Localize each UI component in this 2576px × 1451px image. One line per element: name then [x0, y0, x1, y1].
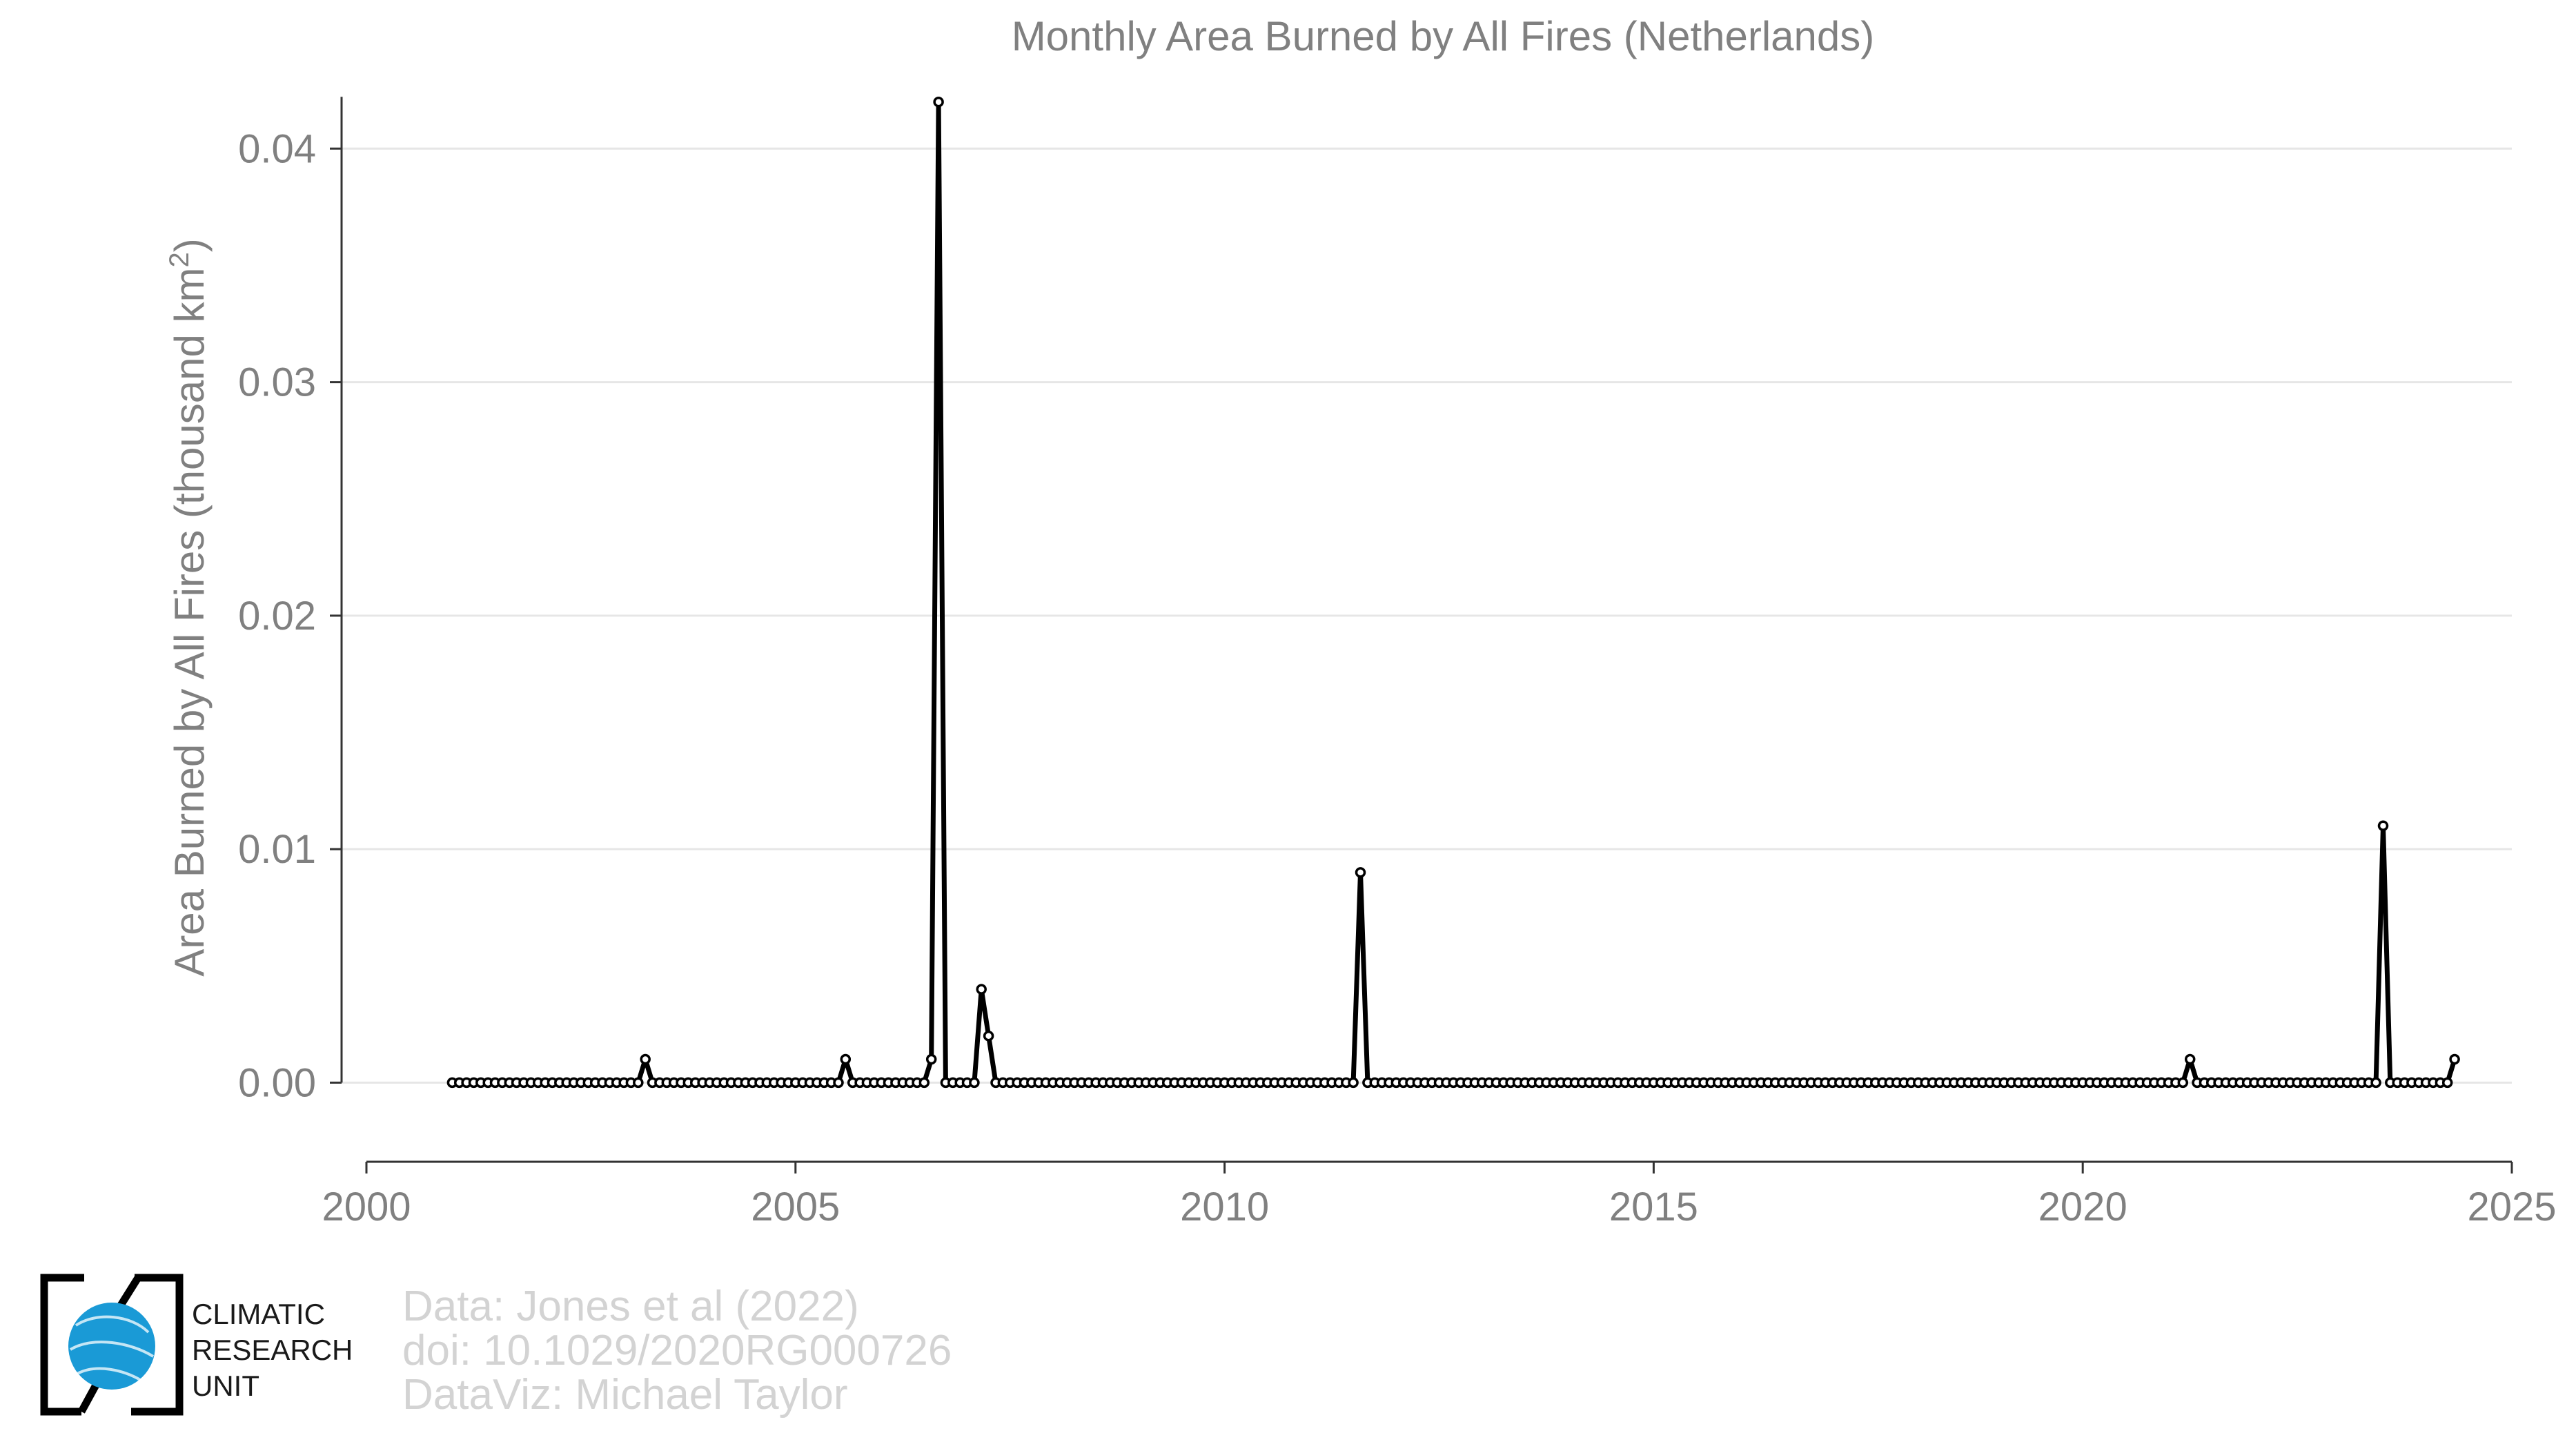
- cru-logo: [40, 1274, 184, 1416]
- data-point: [2449, 1053, 2460, 1065]
- y-tick-label: 0.03: [238, 360, 316, 405]
- data-point: [833, 1077, 844, 1089]
- y-axis-label: Area Burned by All Fires (thousand km2): [164, 238, 213, 976]
- credit-dataviz: DataViz: Michael Taylor: [402, 1371, 848, 1419]
- x-tick-labels: 2000 2005 2010 2015 2020 2025: [322, 1185, 2556, 1229]
- data-point: [983, 1030, 994, 1042]
- gridlines: [342, 147, 2512, 1084]
- credit-doi: doi: 10.1029/2020RG000726: [402, 1327, 952, 1374]
- data-point: [2377, 820, 2389, 832]
- data-point: [976, 984, 987, 995]
- logo-bracket-left: [40, 1274, 84, 1416]
- x-tick-label: 2025: [2467, 1185, 2556, 1229]
- chart-title: Monthly Area Burned by All Fires (Nether…: [1012, 13, 1875, 59]
- data-point: [640, 1053, 651, 1065]
- y-tick-label: 0.02: [238, 594, 316, 639]
- data-points: [446, 96, 2460, 1089]
- x-tick-label: 2020: [2038, 1185, 2127, 1229]
- data-point: [969, 1077, 980, 1089]
- data-point: [1348, 1077, 1359, 1089]
- y-tick-label: 0.01: [238, 827, 316, 872]
- data-point: [840, 1053, 852, 1065]
- logo-text-climatic: CLIMATIC: [192, 1298, 325, 1330]
- data-point: [918, 1077, 930, 1089]
- data-point: [925, 1053, 937, 1065]
- axes: [330, 97, 2513, 1174]
- series-line: [452, 99, 2457, 1085]
- globe-swirl: [69, 1315, 155, 1382]
- logo-text-research: RESEARCH: [192, 1334, 353, 1366]
- y-tick-labels: 0.00 0.01 0.02 0.03 0.04: [238, 126, 316, 1105]
- y-tick-label: 0.00: [238, 1060, 316, 1105]
- data-point: [2370, 1077, 2381, 1089]
- y-tick-label: 0.04: [238, 126, 316, 171]
- x-tick-label: 2000: [322, 1185, 411, 1229]
- data-point: [1355, 867, 1366, 878]
- data-point: [2177, 1077, 2189, 1089]
- data-point: [633, 1077, 644, 1089]
- x-tick-label: 2005: [751, 1185, 840, 1229]
- y-axis-label-main: Area Burned by All Fires (thousand km: [166, 268, 213, 977]
- data-point: [2184, 1053, 2196, 1065]
- logo-bracket-right: [131, 1274, 184, 1416]
- credit-data-source: Data: Jones et al (2022): [402, 1283, 859, 1330]
- y-axis-label-end: ): [166, 238, 213, 252]
- x-tick-label: 2010: [1180, 1185, 1269, 1229]
- globe-icon: [68, 1303, 155, 1390]
- data-point: [933, 96, 944, 108]
- x-tick-label: 2015: [1609, 1185, 1698, 1229]
- data-point: [2441, 1077, 2453, 1089]
- logo-text-unit: UNIT: [192, 1370, 259, 1402]
- y-axis-label-superscript: 2: [164, 252, 195, 267]
